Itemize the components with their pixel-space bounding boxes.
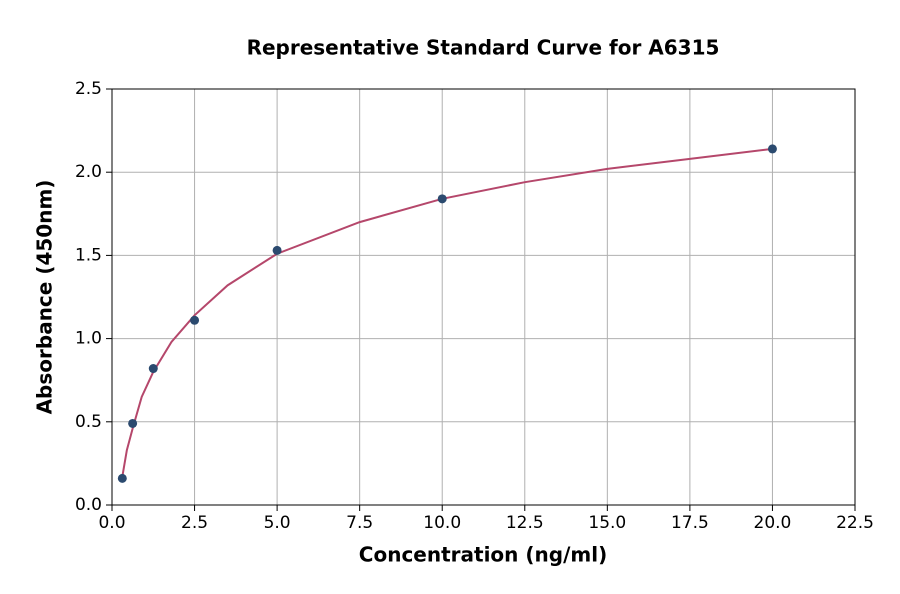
data-point [117, 473, 127, 483]
data-point [190, 315, 200, 325]
x-tick-label: 20.0 [754, 513, 792, 533]
y-tick-label: 0.5 [75, 412, 102, 432]
x-tick-label: 0.0 [98, 513, 125, 533]
y-tick-label: 1.5 [75, 245, 102, 265]
data-point [437, 194, 447, 204]
y-tick-label: 2.0 [75, 162, 102, 182]
chart-title: Representative Standard Curve for A6315 [247, 36, 720, 60]
x-tick-label: 15.0 [588, 513, 626, 533]
y-tick-label: 1.0 [75, 329, 102, 349]
y-tick-label: 2.5 [75, 79, 102, 99]
x-tick-label: 12.5 [506, 513, 544, 533]
y-tick-label: 0.0 [75, 495, 102, 515]
y-axis-label: Absorbance (450nm) [33, 180, 57, 415]
data-point [767, 144, 777, 154]
fit-curve [121, 147, 773, 477]
x-tick-label: 5.0 [264, 513, 291, 533]
x-axis-label: Concentration (ng/ml) [359, 543, 607, 567]
x-tick-label: 2.5 [181, 513, 208, 533]
x-tick-label: 17.5 [671, 513, 709, 533]
x-tick-label: 22.5 [836, 513, 874, 533]
data-point [272, 245, 282, 255]
data-point [128, 418, 138, 428]
x-tick-label: 10.0 [423, 513, 461, 533]
data-point [148, 364, 158, 374]
plot-frame [111, 88, 856, 506]
x-tick-label: 7.5 [346, 513, 373, 533]
